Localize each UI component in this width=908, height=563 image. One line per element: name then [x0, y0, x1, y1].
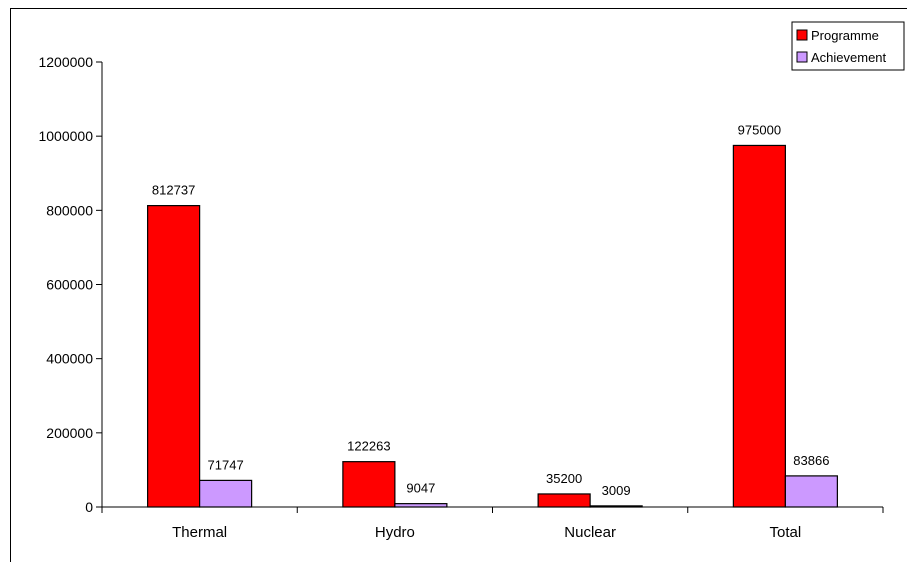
data-label-programme-nuclear: 35200: [546, 471, 582, 486]
y-tick-label: 200000: [46, 425, 93, 441]
legend-box: [791, 21, 905, 71]
bar-programme-thermal: [147, 205, 201, 508]
y-tick-label: 600000: [46, 277, 93, 293]
bar-achievement-thermal: [199, 479, 253, 508]
data-label-achievement-nuclear: 3009: [602, 483, 631, 498]
data-label-achievement-total: 83866: [793, 453, 829, 468]
y-tick-label: 0: [85, 499, 93, 515]
legend-swatch-achievement: [796, 51, 808, 63]
data-labels: 812737 71747 122263 9047 35200 3009 975000 8386…: [152, 122, 830, 497]
y-tick-label: 1000000: [38, 128, 93, 144]
legend-swatch-programme: [796, 29, 808, 41]
x-tick-label-total: Total: [770, 524, 802, 541]
bar-programme-hydro: [342, 461, 396, 508]
data-label-programme-total: 975000: [738, 122, 781, 137]
y-tick-label: 800000: [46, 202, 93, 218]
x-tick-label-thermal: Thermal: [172, 524, 227, 541]
y-axis: 0 200000 400000 600000 800000 1000000 1200000: [38, 54, 103, 515]
data-label-achievement-thermal: 71747: [208, 457, 244, 472]
legend-label-achievement: Achievement: [811, 50, 887, 65]
chart-frame: [10, 8, 907, 562]
data-label-programme-thermal: 812737: [152, 183, 195, 198]
data-label-achievement-hydro: 9047: [406, 481, 435, 496]
data-label-programme-hydro: 122263: [347, 439, 390, 454]
legend-label-programme: Programme: [811, 28, 879, 43]
bar-programme-nuclear: [537, 493, 591, 508]
x-tick-label-nuclear: Nuclear: [564, 524, 616, 541]
bar-programme-total: [732, 144, 786, 508]
legend: Programme Achievement: [791, 21, 905, 71]
bars: [147, 144, 838, 508]
x-tick-label-hydro: Hydro: [375, 524, 415, 541]
bar-achievement-hydro: [394, 503, 448, 508]
bar-achievement-total: [784, 475, 838, 508]
y-tick-label: 1200000: [38, 54, 93, 70]
x-axis: Thermal Hydro Nuclear Total: [101, 506, 884, 541]
y-tick-label: 400000: [46, 351, 93, 367]
bar-achievement-nuclear: [589, 505, 643, 508]
